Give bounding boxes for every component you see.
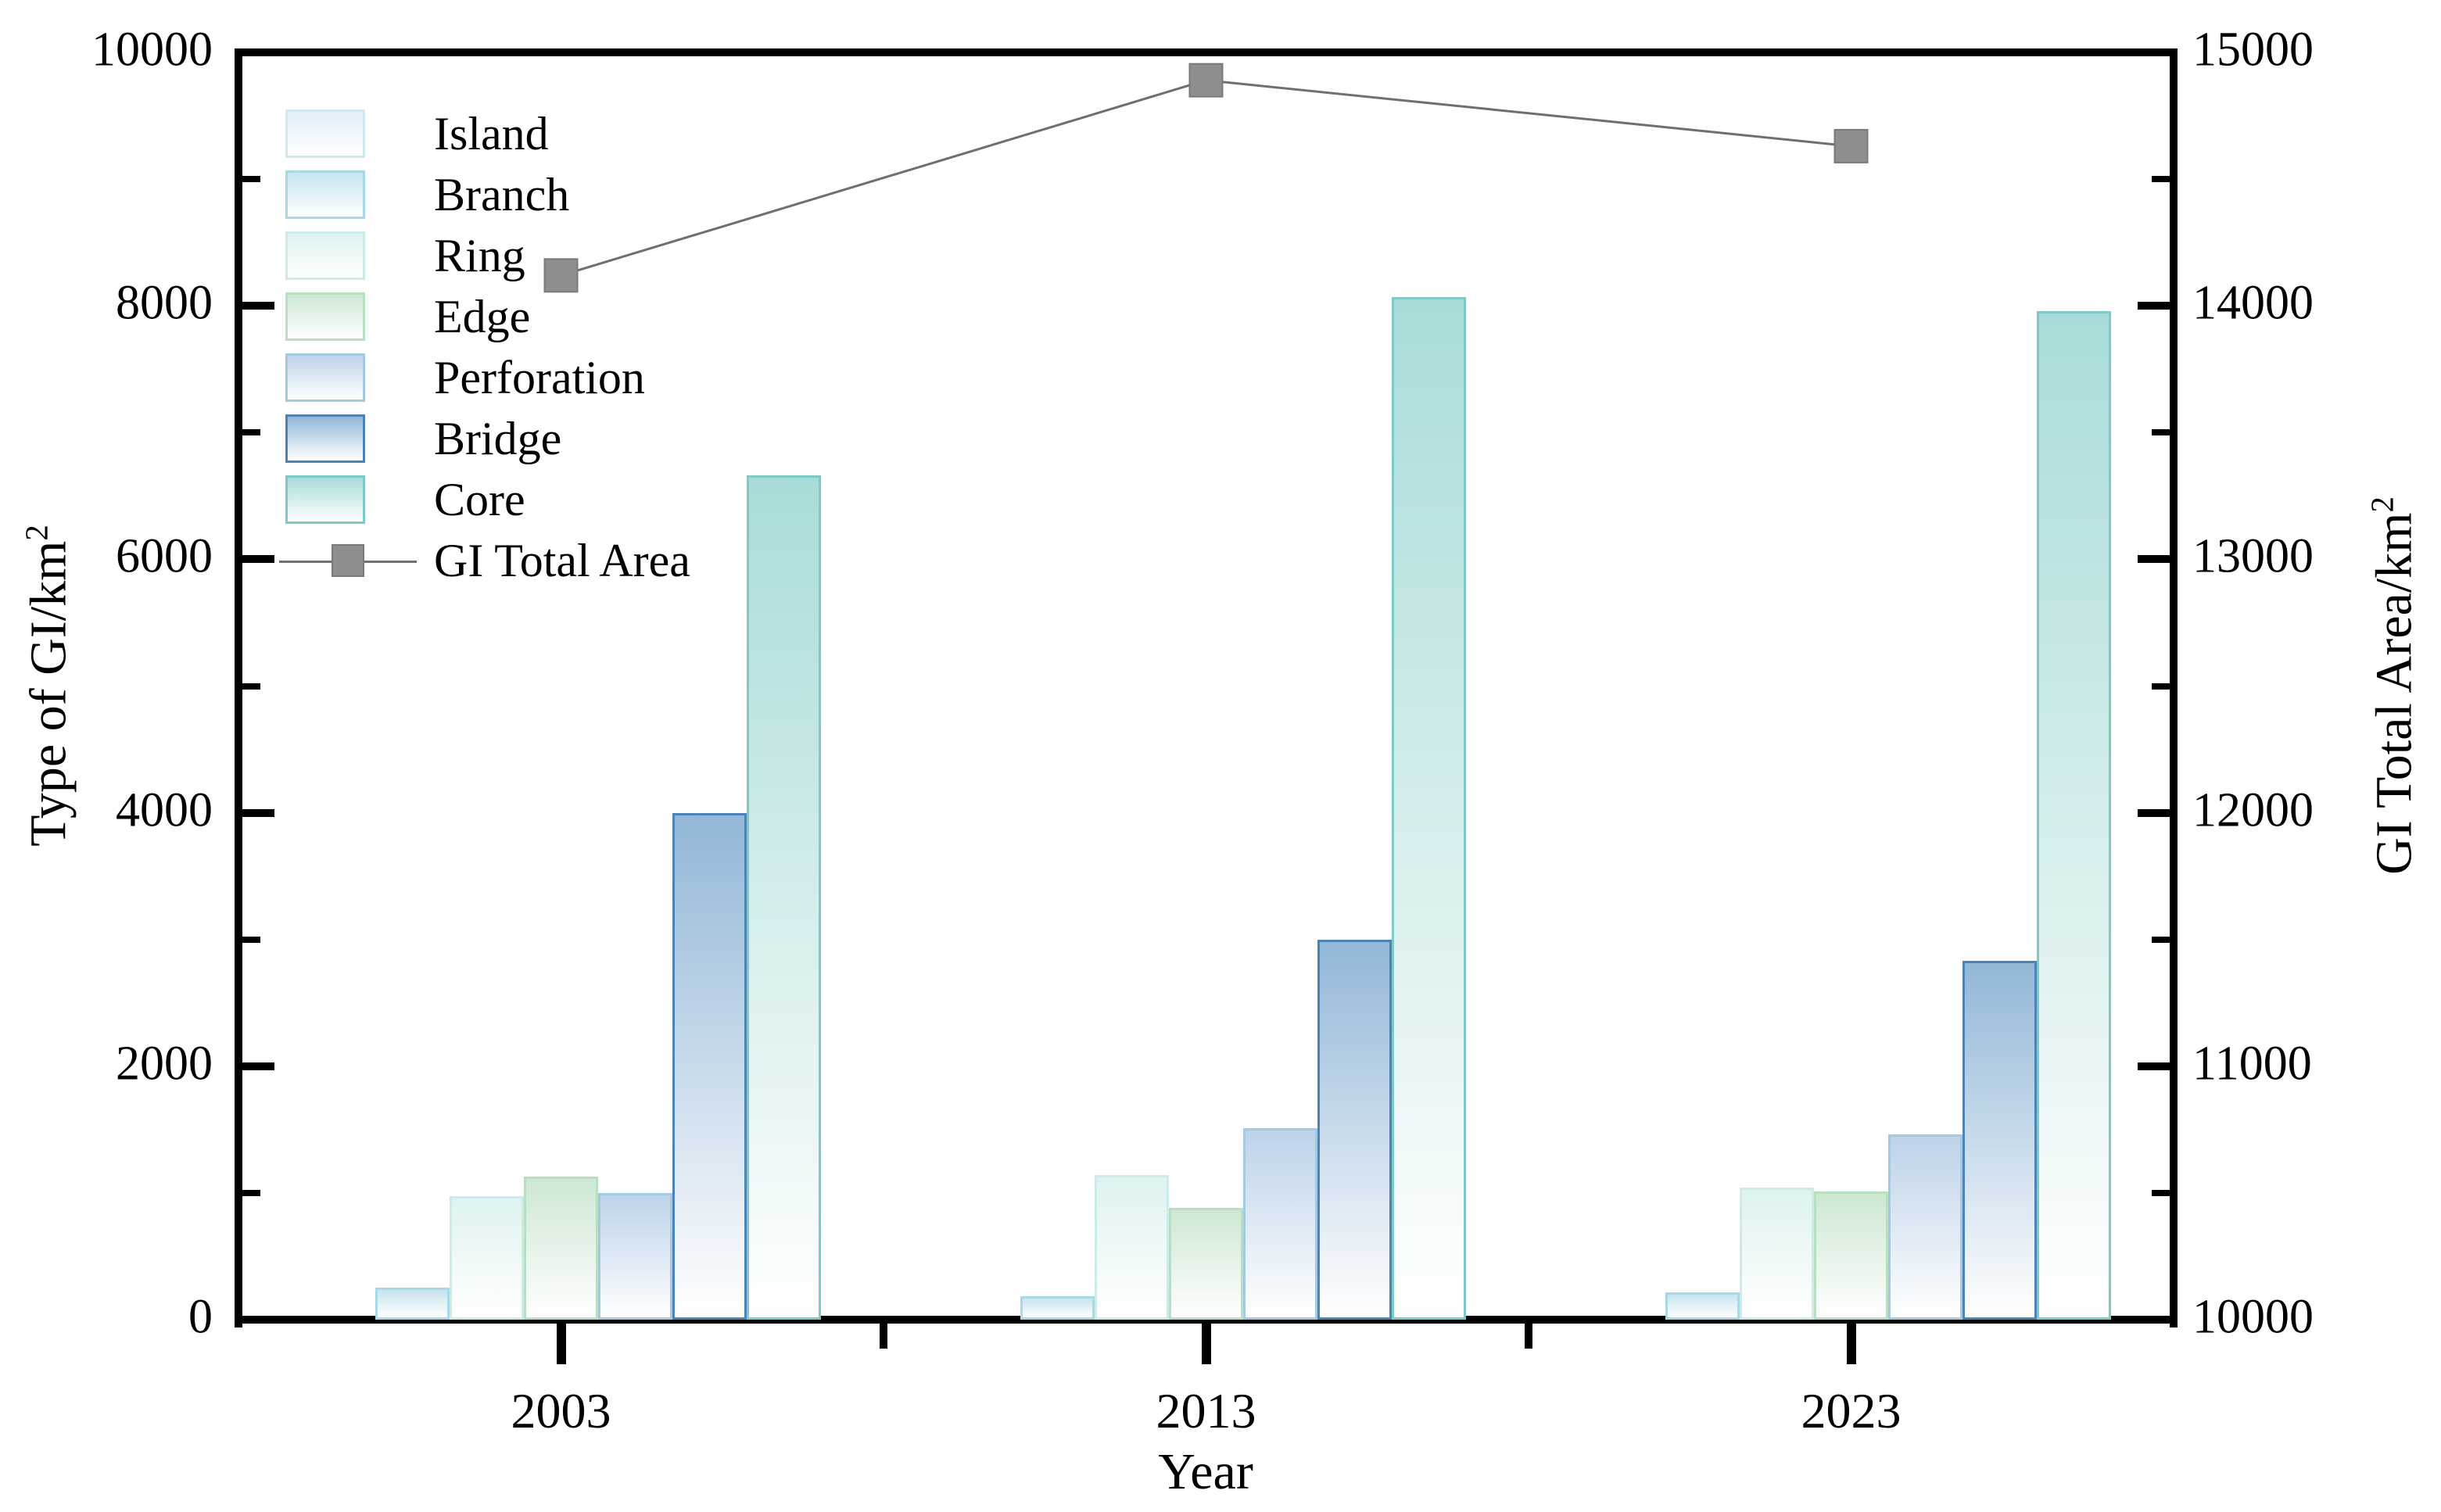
bridge-swatch-icon bbox=[285, 414, 365, 463]
bar-bridge-2023 bbox=[1962, 961, 2037, 1320]
gi-total-area-marker bbox=[1188, 63, 1224, 98]
gi-total-area-marker-icon bbox=[279, 536, 417, 585]
legend-square-marker bbox=[332, 544, 364, 577]
right-tick-label: 11000 bbox=[2192, 1037, 2312, 1091]
left-tick-label: 6000 bbox=[116, 530, 213, 584]
bar-ring-2013 bbox=[1095, 1175, 1169, 1320]
right-tick-label: 12000 bbox=[2192, 783, 2314, 837]
right-minor-tick bbox=[2152, 936, 2174, 943]
left-major-tick bbox=[238, 555, 274, 564]
x-minor-tick bbox=[1525, 1324, 1532, 1349]
bar-branch-2013 bbox=[1020, 1296, 1095, 1320]
bar-branch-2003 bbox=[375, 1288, 450, 1320]
core-swatch-icon bbox=[285, 475, 365, 524]
right-minor-tick bbox=[2152, 1189, 2174, 1196]
left-minor-tick bbox=[238, 683, 260, 690]
x-tick-label: 2023 bbox=[1801, 1383, 1902, 1439]
bar-perforation-2023 bbox=[1888, 1134, 1962, 1320]
right-tick-label: 14000 bbox=[2192, 276, 2314, 330]
left-major-tick bbox=[238, 808, 274, 817]
island-swatch-icon bbox=[285, 109, 365, 158]
left-minor-tick bbox=[238, 429, 260, 436]
left-minor-tick bbox=[238, 176, 260, 183]
bar-core-2023 bbox=[2037, 310, 2111, 1320]
top-spine bbox=[235, 48, 2178, 56]
legend-label: Perforation bbox=[434, 351, 645, 403]
bar-branch-2023 bbox=[1665, 1292, 1740, 1320]
left-tick-label: 2000 bbox=[116, 1037, 213, 1091]
right-tick-label: 10000 bbox=[2192, 1290, 2314, 1344]
right-minor-tick bbox=[2152, 429, 2174, 436]
left-tick-label: 8000 bbox=[116, 276, 213, 330]
right-spine bbox=[2170, 48, 2178, 1327]
left-tick-label: 0 bbox=[188, 1290, 213, 1344]
legend-label: Island bbox=[434, 107, 549, 159]
x-axis-title: Year bbox=[1158, 1443, 1253, 1500]
left-major-tick bbox=[238, 48, 274, 56]
legend-label: Bridge bbox=[434, 412, 562, 464]
bar-bridge-2013 bbox=[1317, 939, 1392, 1320]
right-tick-label: 13000 bbox=[2192, 530, 2314, 584]
bar-core-2013 bbox=[1392, 296, 1466, 1320]
left-minor-tick bbox=[238, 936, 260, 943]
bar-edge-2023 bbox=[1814, 1191, 1888, 1320]
gi-total-area-marker bbox=[543, 258, 579, 293]
x-major-tick bbox=[556, 1324, 566, 1364]
bottom-spine bbox=[235, 1316, 2178, 1324]
left-minor-tick bbox=[238, 1189, 260, 1196]
right-major-tick bbox=[2138, 302, 2174, 310]
x-tick-label: 2003 bbox=[511, 1383, 611, 1439]
right-tick-label: 15000 bbox=[2192, 23, 2314, 77]
gi-total-area-marker bbox=[1833, 128, 1869, 163]
left-tick-label: 10000 bbox=[91, 23, 213, 77]
right-major-tick bbox=[2138, 1316, 2174, 1324]
bar-core-2003 bbox=[747, 475, 821, 1320]
bar-ring-2023 bbox=[1740, 1188, 1814, 1320]
edge-swatch-icon bbox=[285, 292, 365, 341]
left-major-tick bbox=[238, 1316, 274, 1324]
bar-ring-2003 bbox=[450, 1195, 524, 1320]
bar-perforation-2003 bbox=[598, 1192, 672, 1320]
ring-swatch-icon bbox=[285, 231, 365, 280]
right-axis-title: GI Total Area/km2 bbox=[2364, 496, 2423, 875]
bar-edge-2013 bbox=[1169, 1208, 1243, 1320]
bar-perforation-2013 bbox=[1243, 1128, 1317, 1320]
branch-swatch-icon bbox=[285, 170, 365, 219]
right-minor-tick bbox=[2152, 683, 2174, 690]
left-axis-title: Type of GI/km2 bbox=[19, 525, 77, 847]
right-major-tick bbox=[2138, 48, 2174, 56]
gi-total-area-line bbox=[561, 79, 1851, 277]
left-tick-label: 4000 bbox=[116, 783, 213, 837]
left-major-tick bbox=[238, 1062, 274, 1070]
bar-edge-2003 bbox=[524, 1176, 598, 1320]
perforation-swatch-icon bbox=[285, 353, 365, 402]
right-major-tick bbox=[2138, 808, 2174, 817]
legend-label: Edge bbox=[434, 290, 531, 342]
x-minor-tick bbox=[880, 1324, 887, 1349]
x-tick-label: 2013 bbox=[1156, 1383, 1256, 1439]
right-minor-tick bbox=[2152, 176, 2174, 183]
x-major-tick bbox=[1846, 1324, 1856, 1364]
left-major-tick bbox=[238, 302, 274, 310]
bar-bridge-2003 bbox=[672, 812, 747, 1320]
legend-label: Core bbox=[434, 473, 525, 525]
legend-label: Ring bbox=[434, 229, 525, 281]
legend-label: Branch bbox=[434, 168, 570, 220]
x-major-tick bbox=[1201, 1324, 1211, 1364]
right-major-tick bbox=[2138, 1062, 2174, 1070]
legend-label: GI Total Area bbox=[434, 534, 690, 586]
right-major-tick bbox=[2138, 555, 2174, 564]
